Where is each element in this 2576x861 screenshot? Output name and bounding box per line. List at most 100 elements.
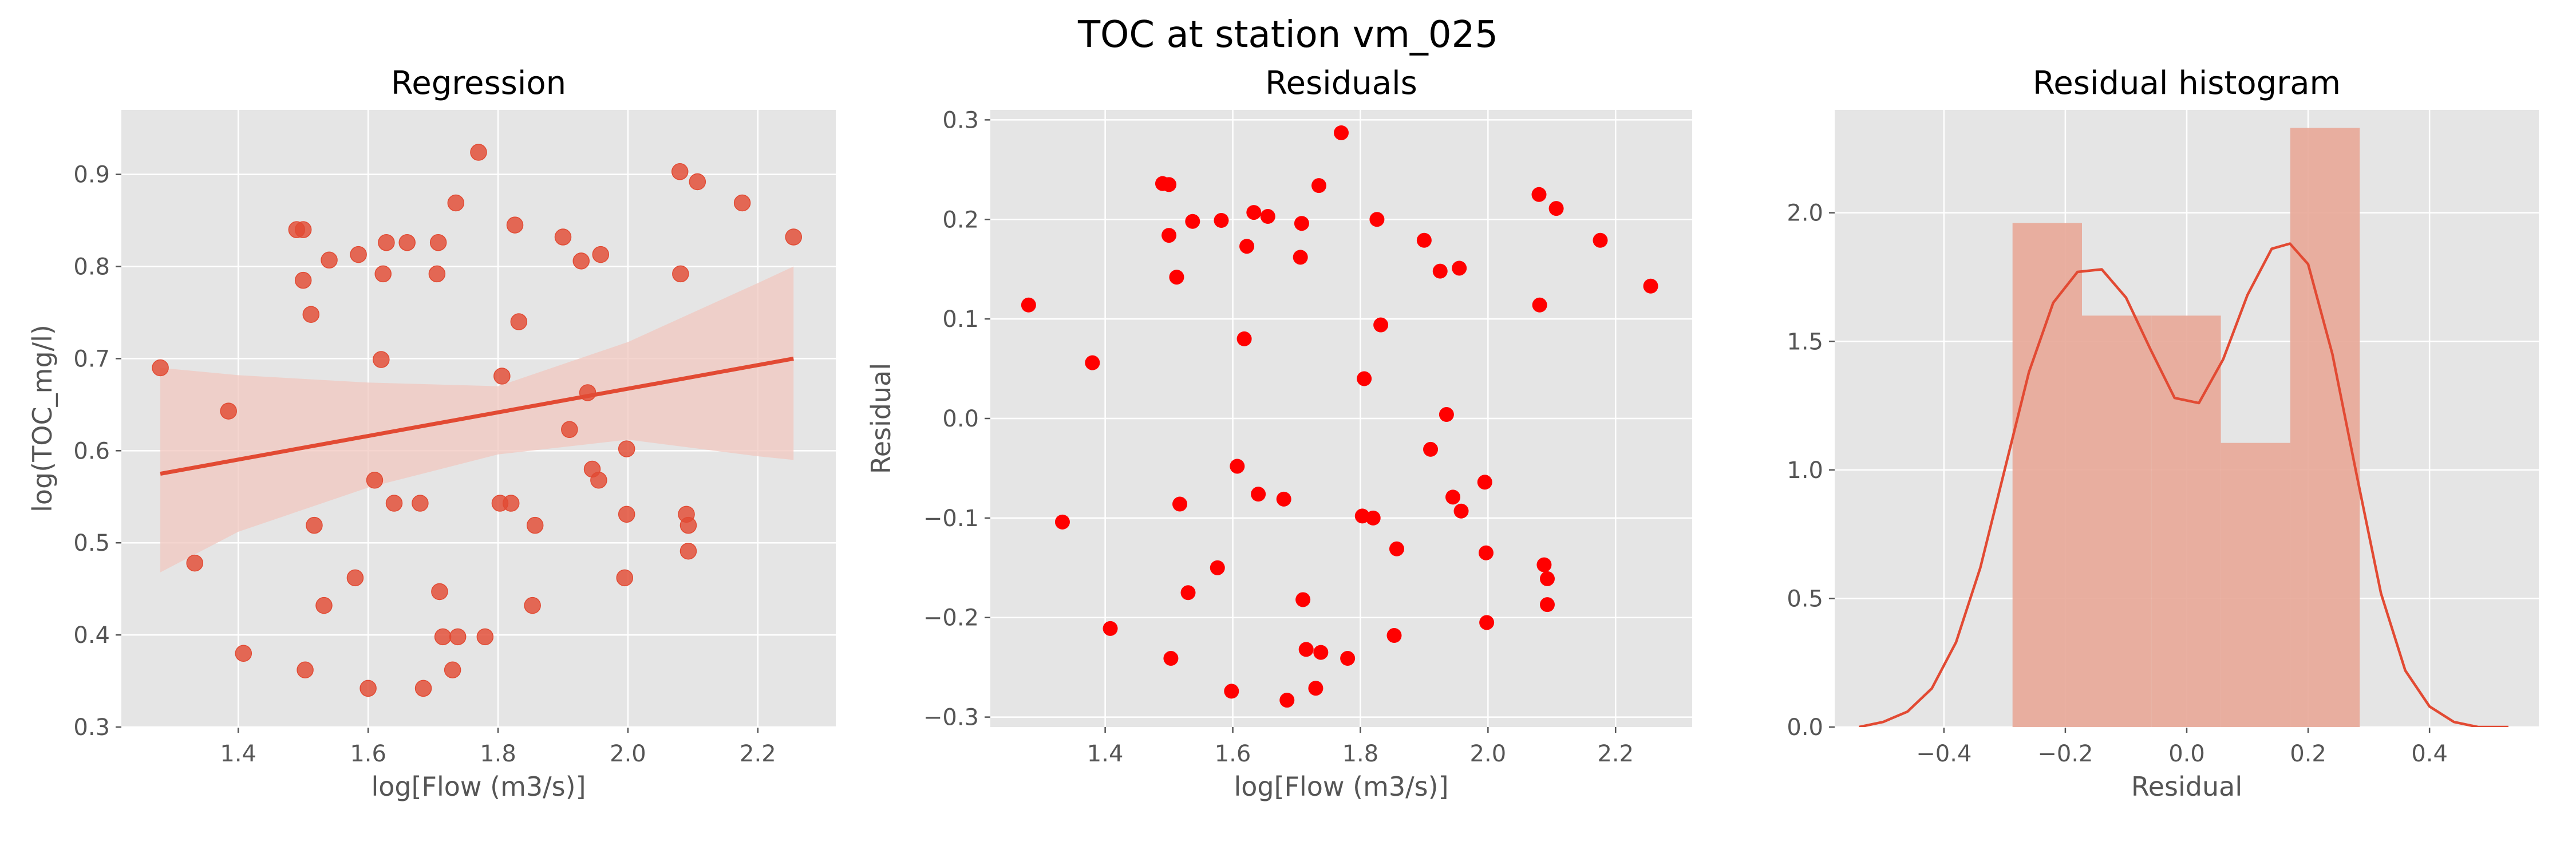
data-point: [572, 252, 590, 270]
data-point: [1311, 178, 1326, 193]
data-point: [346, 569, 364, 587]
data-point: [398, 234, 416, 251]
data-point: [444, 661, 461, 678]
histogram-bar: [2012, 223, 2082, 727]
x-tick-label: −0.2: [2037, 741, 2093, 767]
data-point: [414, 680, 432, 697]
x-axis-label: log[Flow (m3/s)]: [1234, 771, 1448, 802]
panel-1: 1.4 1.6 1.8 2.0 2.2 0.3 0.4 0.5 0.6 0.7 0.8 0.9 Regr…: [27, 65, 836, 802]
data-point: [1163, 651, 1179, 666]
data-point: [1210, 560, 1225, 575]
data-point: [350, 246, 367, 263]
data-point: [1021, 297, 1036, 313]
data-point: [1224, 684, 1239, 699]
data-point: [1365, 510, 1381, 526]
x-tick-label: 2.0: [1470, 741, 1507, 767]
data-point: [306, 516, 323, 534]
data-point: [428, 265, 446, 283]
data-point: [1340, 651, 1356, 666]
y-tick-label: 0.5: [73, 530, 110, 556]
y-tick-label: 1.0: [1787, 457, 1823, 484]
regression-line: [160, 356, 794, 476]
data-point: [1293, 250, 1308, 265]
data-point: [220, 402, 237, 420]
data-point: [1298, 642, 1314, 657]
data-point: [1334, 125, 1349, 140]
x-tick-label: 0.0: [2168, 741, 2205, 767]
data-point: [1246, 205, 1262, 220]
data-point: [1548, 201, 1564, 216]
data-point: [1172, 496, 1188, 512]
data-point: [1357, 371, 1372, 386]
y-tick-label: 0.4: [73, 622, 110, 649]
data-point: [733, 194, 751, 212]
x-tick-label: 1.6: [350, 741, 386, 767]
y-axis-label: log(TOC_mg/l): [27, 325, 58, 512]
data-point: [1423, 441, 1439, 457]
data-point: [1161, 228, 1177, 243]
data-point: [412, 495, 429, 512]
data-point: [1452, 260, 1467, 276]
data-point: [385, 495, 403, 512]
data-point: [1539, 571, 1555, 586]
data-point: [590, 472, 607, 489]
data-point: [447, 194, 465, 212]
data-point: [1214, 212, 1229, 228]
data-point: [1279, 693, 1295, 708]
data-point: [1532, 297, 1547, 313]
data-point: [679, 542, 697, 560]
data-point: [186, 554, 203, 572]
x-tick-label: 2.2: [1597, 741, 1634, 767]
histogram-bar: [2290, 128, 2360, 727]
y-tick-label: 0.3: [942, 107, 979, 133]
data-point: [294, 271, 312, 289]
data-point: [1085, 355, 1100, 370]
x-tick-label: 1.8: [480, 741, 516, 767]
data-point: [1531, 187, 1547, 202]
y-tick-label: −0.1: [923, 505, 979, 532]
data-point: [1103, 621, 1118, 636]
x-axis-label: log[Flow (m3/s)]: [371, 771, 586, 802]
y-tick-label: 0.0: [1787, 714, 1823, 741]
data-point: [373, 351, 390, 368]
plot-marks: [152, 144, 803, 697]
data-point: [1453, 503, 1469, 519]
data-point: [493, 368, 511, 385]
y-tick-label: 1.5: [1787, 329, 1823, 355]
data-point: [1479, 615, 1495, 630]
data-point: [1276, 491, 1291, 507]
data-point: [1239, 239, 1255, 254]
data-point: [1593, 232, 1608, 248]
data-point: [592, 246, 610, 263]
data-point: [1308, 681, 1323, 696]
data-point: [1445, 489, 1461, 505]
data-point: [616, 569, 634, 587]
y-tick-label: 0.8: [73, 254, 110, 281]
y-tick-label: 0.3: [73, 714, 110, 741]
data-point: [366, 472, 384, 489]
data-point: [1439, 407, 1454, 422]
data-point: [297, 661, 314, 678]
data-point: [1260, 209, 1275, 224]
x-tick-label: 0.2: [2290, 741, 2326, 767]
data-point: [1432, 263, 1448, 279]
data-point: [378, 234, 395, 251]
data-point: [1313, 645, 1329, 660]
y-axis-label: Residual: [866, 363, 896, 474]
data-point: [618, 440, 635, 457]
data-point: [302, 306, 320, 323]
histogram-bar: [2081, 315, 2152, 727]
x-tick-label: 0.4: [2411, 741, 2448, 767]
data-point: [554, 228, 572, 246]
x-tick-label: 2.2: [740, 741, 776, 767]
y-tick-label: 0.0: [942, 406, 979, 432]
data-point: [470, 144, 487, 161]
data-point: [618, 505, 635, 523]
panel-title: Residual histogram: [2033, 65, 2341, 102]
kde-curve: [1858, 242, 2508, 727]
panel-title: Residuals: [1265, 65, 1417, 102]
data-point: [294, 221, 312, 238]
data-point: [510, 313, 528, 330]
data-point: [689, 173, 706, 191]
